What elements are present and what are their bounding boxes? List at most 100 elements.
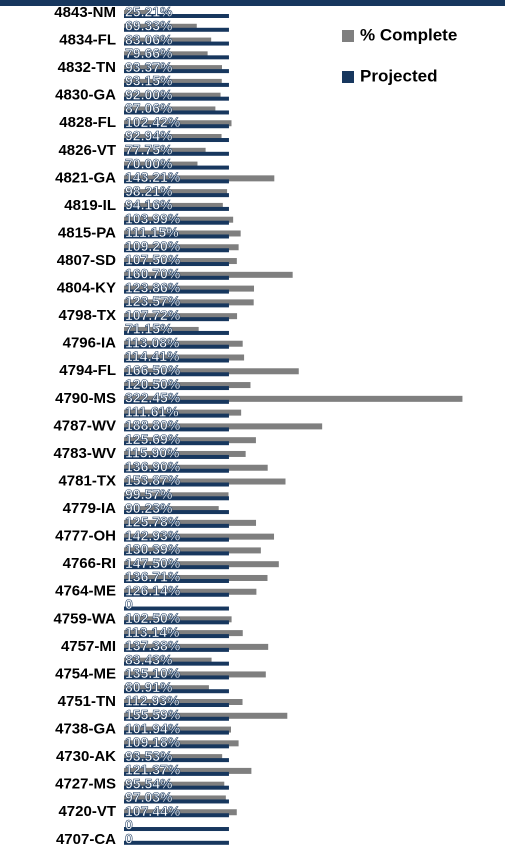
data-label: 109.18%: [125, 734, 181, 750]
bar: [124, 106, 216, 113]
bar: [124, 69, 229, 74]
bar: [124, 661, 229, 666]
bar: [124, 409, 242, 416]
bar: [124, 716, 229, 721]
data-label: 109.20%: [125, 238, 181, 254]
bar: [124, 165, 229, 170]
y-tick-label: 4781-TX: [58, 472, 116, 489]
header-band: [0, 0, 505, 6]
bar: [124, 354, 245, 361]
data-label: 160.70%: [125, 266, 181, 282]
data-label: 123.57%: [125, 293, 181, 309]
data-label: 71.15%: [125, 321, 173, 337]
data-label: 99.57%: [125, 486, 173, 502]
bar: [124, 65, 222, 72]
bar: [124, 262, 229, 267]
y-tick-label: 4798-TX: [58, 307, 116, 324]
bar: [124, 258, 237, 265]
bar: [124, 134, 222, 141]
data-label: 107.50%: [125, 252, 181, 268]
bar: [124, 368, 299, 375]
y-tick-label: 4834-FL: [59, 32, 116, 49]
bar: [124, 399, 229, 404]
y-tick-label: 4707-CA: [56, 831, 116, 847]
bar: [124, 423, 323, 430]
bar: [124, 120, 232, 127]
bar: [124, 510, 229, 515]
data-label: 93.37%: [125, 59, 173, 75]
y-tick-label: 4720-VT: [58, 803, 116, 820]
bar: [124, 450, 246, 457]
data-label: 103.99%: [125, 210, 181, 226]
y-tick-label: 4807-SD: [57, 252, 116, 269]
bar: [124, 578, 229, 583]
bar: [124, 147, 206, 154]
legend-label: Projected: [360, 66, 437, 85]
bar: [124, 330, 229, 335]
bar: [124, 437, 256, 444]
bar: [124, 643, 269, 650]
y-tick-label: 4783-WV: [53, 445, 116, 462]
data-label: 125.78%: [125, 514, 181, 530]
y-tick-label: 4815-PA: [58, 224, 116, 241]
bar: [124, 827, 229, 832]
bar: [124, 27, 229, 32]
bar: [124, 809, 237, 816]
bar: [124, 647, 229, 652]
bar: [124, 671, 266, 678]
data-label: 137.38%: [125, 638, 181, 654]
bar: [124, 744, 229, 749]
y-tick-label: 4843-NM: [54, 4, 116, 21]
bar: [124, 454, 229, 459]
bar: [124, 703, 229, 707]
bar: [124, 161, 198, 168]
bar: [124, 96, 229, 101]
y-tick-label: 4804-KY: [57, 280, 116, 297]
data-label: 94.16%: [125, 197, 173, 213]
data-label: 83.06%: [125, 31, 173, 47]
bar: [124, 519, 257, 526]
bar: [124, 124, 229, 129]
bar: [124, 41, 229, 46]
bar: [124, 55, 229, 60]
y-tick-label: 4796-IA: [63, 335, 117, 352]
bar: [124, 565, 229, 570]
bar: [124, 754, 223, 761]
y-tick-label: 4764-ME: [55, 583, 116, 600]
bar: [124, 413, 229, 418]
bar: [124, 547, 261, 554]
bar: [124, 386, 229, 391]
data-label: 0: [125, 596, 133, 612]
bar: [124, 740, 239, 747]
bar: [124, 51, 208, 58]
y-tick-label: 4754-ME: [55, 665, 116, 682]
bar: [124, 506, 219, 513]
data-label: 93.53%: [125, 748, 173, 764]
data-label: 101.94%: [125, 720, 181, 736]
bar: [124, 616, 232, 623]
y-tick-label: 4738-GA: [55, 721, 116, 738]
bar: [124, 175, 275, 182]
data-label: 83.43%: [125, 651, 173, 667]
data-label: 322.45%: [125, 390, 181, 406]
data-label: 111.61%: [125, 403, 179, 419]
data-label: 69.33%: [125, 17, 173, 33]
bar: [124, 206, 229, 211]
data-label: 25.21%: [125, 4, 173, 20]
data-label: 90.23%: [125, 500, 173, 516]
bar: [124, 340, 243, 347]
data-label: 153.87%: [125, 472, 181, 488]
bar: [124, 523, 229, 528]
data-label: 143.21%: [125, 169, 181, 185]
bar: [124, 620, 229, 625]
data-label: 136.90%: [125, 458, 181, 474]
data-label: 114.41%: [125, 348, 180, 364]
data-label: 123.86%: [125, 279, 181, 295]
bar: [124, 561, 279, 568]
y-tick-label: 4790-MS: [55, 390, 116, 407]
data-label: 95.54%: [125, 775, 173, 791]
bar: [124, 496, 229, 501]
data-label: 70.00%: [125, 155, 173, 171]
bar: [124, 730, 229, 735]
bar: [124, 634, 229, 639]
